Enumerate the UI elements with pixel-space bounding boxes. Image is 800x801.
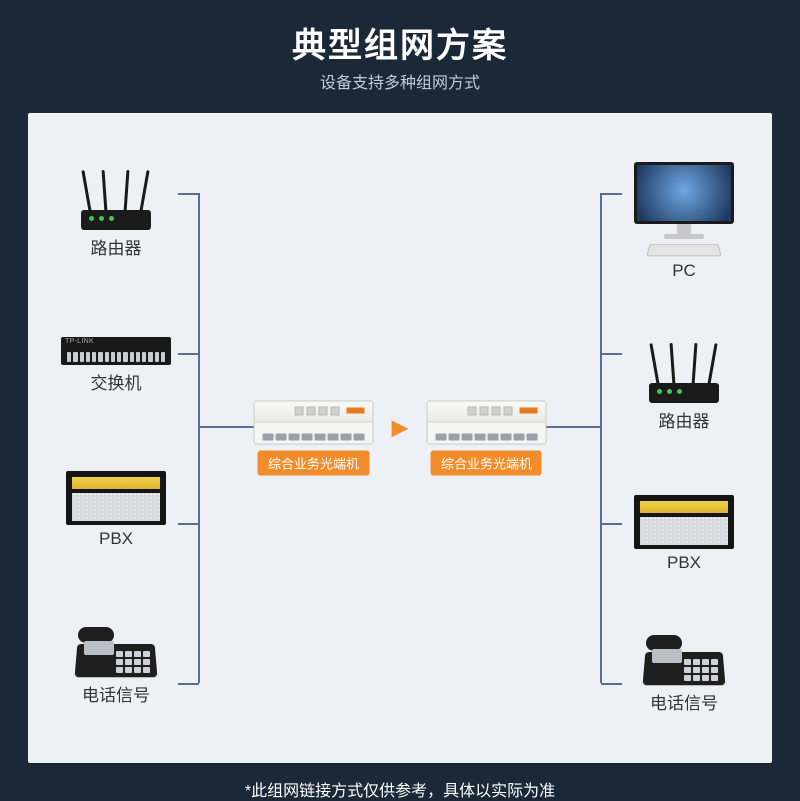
left-column: 路由器 交换机 PBX 电话信号 xyxy=(46,113,186,763)
node-pc-right: PC xyxy=(614,162,754,281)
bus-to-center-right xyxy=(542,426,602,428)
footer-note: *此组网链接方式仅供参考，具体以实际为准 xyxy=(0,777,800,801)
node-label: 电话信号 xyxy=(650,689,718,714)
node-phone-left: 电话信号 xyxy=(46,627,186,706)
branch xyxy=(601,683,622,685)
branch xyxy=(601,523,622,525)
bus-right xyxy=(600,193,602,683)
bus-to-center-left xyxy=(198,426,258,428)
arrow-icon: ▶ xyxy=(392,415,409,441)
node-router-left: 路由器 xyxy=(46,170,186,259)
branch xyxy=(601,353,622,355)
page-title: 典型组网方案 xyxy=(0,18,800,67)
branch xyxy=(178,193,199,195)
router-icon xyxy=(639,343,729,403)
center-group: 综合业务光端机 ▶ 综合业务光端机 xyxy=(254,401,547,476)
diagram-panel: 路由器 交换机 PBX 电话信号 xyxy=(28,113,772,763)
node-label: PBX xyxy=(667,553,701,573)
header: 典型组网方案 设备支持多种组网方式 xyxy=(0,0,800,103)
right-column: PC 路由器 PBX 电话信号 xyxy=(614,113,754,763)
node-pbx-right: PBX xyxy=(614,495,754,573)
node-label: 路由器 xyxy=(91,234,142,259)
node-label: 电话信号 xyxy=(82,681,150,706)
branch xyxy=(601,193,622,195)
router-icon xyxy=(71,170,161,230)
optical-terminal-icon xyxy=(254,401,374,445)
branch xyxy=(178,523,199,525)
phone-icon xyxy=(644,635,724,685)
node-label: PC xyxy=(672,261,696,281)
switch-icon xyxy=(61,337,171,365)
node-label: 交换机 xyxy=(91,369,142,394)
pbx-icon xyxy=(634,495,734,549)
node-router-right: 路由器 xyxy=(614,343,754,432)
center-device-left: 综合业务光端机 xyxy=(254,401,374,476)
center-tag: 综合业务光端机 xyxy=(431,451,542,476)
pc-icon xyxy=(629,162,739,257)
node-switch-left: 交换机 xyxy=(46,337,186,394)
pbx-icon xyxy=(66,471,166,525)
phone-icon xyxy=(76,627,156,677)
center-device-right: 综合业务光端机 xyxy=(426,401,546,476)
node-label: 路由器 xyxy=(659,407,710,432)
branch xyxy=(178,683,199,685)
node-label: PBX xyxy=(99,529,133,549)
branch xyxy=(178,353,199,355)
page-subtitle: 设备支持多种组网方式 xyxy=(0,69,800,93)
node-pbx-left: PBX xyxy=(46,471,186,549)
center-tag: 综合业务光端机 xyxy=(258,451,369,476)
optical-terminal-icon xyxy=(426,401,546,445)
bus-left xyxy=(198,193,200,683)
node-phone-right: 电话信号 xyxy=(614,635,754,714)
